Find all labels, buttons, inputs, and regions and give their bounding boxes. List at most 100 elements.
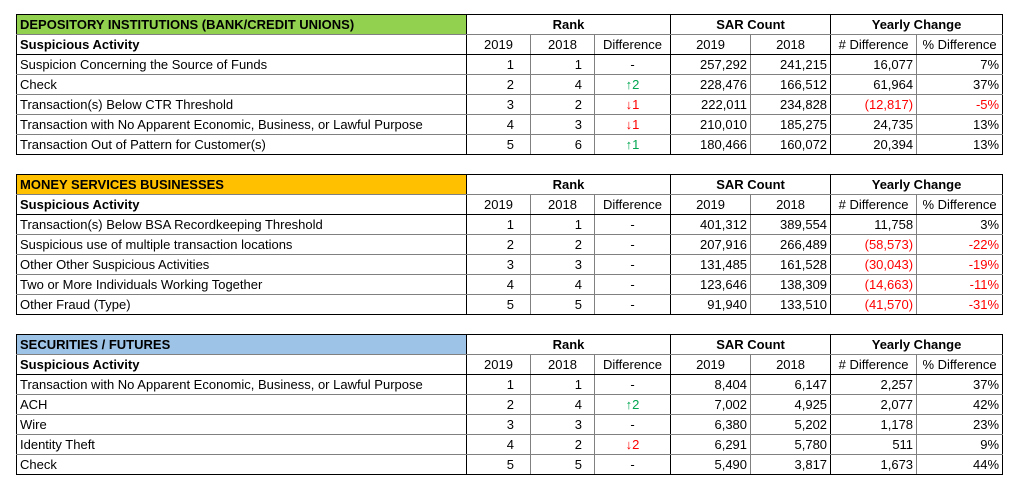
rank-2019-cell: 3 [466, 254, 531, 275]
sar-count-header: SAR Count [670, 14, 832, 35]
rank-2019-cell: 3 [466, 414, 531, 435]
arrow-down-icon: ↓ [625, 117, 633, 132]
pct-difference-header: % Difference [916, 194, 1004, 215]
pct-difference-header: % Difference [916, 354, 1004, 375]
rank-2019-cell: 5 [466, 294, 531, 315]
rank-difference-value: - [630, 257, 635, 272]
rank-difference-value: - [630, 237, 635, 252]
table-row: ACH 2 4 ↑2 7,002 4,925 2,077 42% [16, 394, 1004, 415]
rank-2018-header: 2018 [530, 34, 595, 55]
rank-2019-cell: 2 [466, 234, 531, 255]
sar-table: MONEY SERVICES BUSINESSES Rank SAR Count… [16, 174, 1004, 315]
sar-2018-cell: 161,528 [750, 254, 832, 275]
pct-difference-cell: -19% [916, 254, 1004, 275]
activity-cell: Transaction(s) Below BSA Recordkeeping T… [16, 214, 467, 235]
pct-difference-cell: 9% [916, 434, 1004, 455]
rank-difference-value: 2 [632, 437, 640, 452]
rank-difference-header: Difference [593, 354, 672, 375]
sar-2018-cell: 185,275 [750, 114, 832, 135]
rank-2018-cell: 4 [530, 274, 595, 295]
rank-2018-cell: 3 [530, 254, 595, 275]
rank-2018-cell: 5 [530, 294, 595, 315]
yearly-change-header: Yearly Change [830, 14, 1004, 35]
rank-2018-cell: 3 [530, 414, 595, 435]
rank-difference-cell: ↑2 [593, 74, 672, 95]
sar-2018-cell: 6,147 [750, 374, 832, 395]
rank-2018-cell: 1 [530, 54, 595, 75]
rank-2018-cell: 5 [530, 454, 595, 475]
arrow-down-icon: ↓ [625, 437, 633, 452]
activity-cell: Transaction(s) Below CTR Threshold [16, 94, 467, 115]
pct-difference-cell: 42% [916, 394, 1004, 415]
table-row: Suspicious use of multiple transaction l… [16, 234, 1004, 255]
rank-2018-cell: 1 [530, 214, 595, 235]
num-difference-cell: (12,817) [830, 94, 918, 115]
sar-2019-header: 2019 [670, 34, 752, 55]
rank-2018-cell: 1 [530, 374, 595, 395]
table-row: Transaction with No Apparent Economic, B… [16, 374, 1004, 395]
num-difference-cell: (30,043) [830, 254, 918, 275]
rank-2019-cell: 1 [466, 374, 531, 395]
sar-2018-cell: 138,309 [750, 274, 832, 295]
table-row: Transaction(s) Below CTR Threshold 3 2 ↓… [16, 94, 1004, 115]
rank-difference-value: 1 [632, 97, 640, 112]
rank-2019-cell: 1 [466, 54, 531, 75]
activity-cell: Check [16, 74, 467, 95]
section-header-row: SECURITIES / FUTURES Rank SAR Count Year… [16, 334, 1004, 355]
num-difference-cell: (41,570) [830, 294, 918, 315]
sar-2019-cell: 228,476 [670, 74, 752, 95]
activity-cell: Suspicious use of multiple transaction l… [16, 234, 467, 255]
section-header-row: DEPOSITORY INSTITUTIONS (BANK/CREDIT UNI… [16, 14, 1004, 35]
sar-2019-cell: 401,312 [670, 214, 752, 235]
rank-2019-header: 2019 [466, 34, 531, 55]
rank-difference-cell: - [593, 214, 672, 235]
rank-difference-cell: - [593, 274, 672, 295]
rank-2019-cell: 5 [466, 134, 531, 155]
pct-difference-cell: 44% [916, 454, 1004, 475]
sar-2018-header: 2018 [750, 194, 832, 215]
table-row: Other Other Suspicious Activities 3 3 - … [16, 254, 1004, 275]
activity-cell: Transaction with No Apparent Economic, B… [16, 374, 467, 395]
section-title: DEPOSITORY INSTITUTIONS (BANK/CREDIT UNI… [16, 14, 467, 35]
rank-difference-cell: - [593, 454, 672, 475]
num-difference-cell: 20,394 [830, 134, 918, 155]
activity-cell: Transaction Out of Pattern for Customer(… [16, 134, 467, 155]
rank-difference-header: Difference [593, 194, 672, 215]
rank-difference-cell: ↓1 [593, 94, 672, 115]
sar-2018-cell: 160,072 [750, 134, 832, 155]
rank-difference-cell: - [593, 234, 672, 255]
rank-difference-value: - [630, 217, 635, 232]
rank-difference-value: - [630, 297, 635, 312]
table-row: Two or More Individuals Working Together… [16, 274, 1004, 295]
rank-2019-cell: 3 [466, 94, 531, 115]
sar-2018-cell: 3,817 [750, 454, 832, 475]
sar-2019-cell: 6,291 [670, 434, 752, 455]
table-row: Check 2 4 ↑2 228,476 166,512 61,964 37% [16, 74, 1004, 95]
num-difference-header: # Difference [830, 354, 918, 375]
sar-2018-cell: 133,510 [750, 294, 832, 315]
section-title: SECURITIES / FUTURES [16, 334, 467, 355]
rank-2018-cell: 2 [530, 94, 595, 115]
sar-2019-cell: 5,490 [670, 454, 752, 475]
rank-difference-cell: - [593, 254, 672, 275]
table-row: Identity Theft 4 2 ↓2 6,291 5,780 511 9% [16, 434, 1004, 455]
table-row: Check 5 5 - 5,490 3,817 1,673 44% [16, 454, 1004, 475]
rank-header: Rank [465, 14, 672, 35]
rank-header: Rank [465, 174, 672, 195]
activity-cell: Check [16, 454, 467, 475]
table-row: Transaction Out of Pattern for Customer(… [16, 134, 1004, 155]
activity-cell: Two or More Individuals Working Together [16, 274, 467, 295]
sar-2018-cell: 166,512 [750, 74, 832, 95]
rank-2019-cell: 4 [466, 434, 531, 455]
pct-difference-header: % Difference [916, 34, 1004, 55]
sar-2019-header: 2019 [670, 354, 752, 375]
num-difference-cell: 11,758 [830, 214, 918, 235]
pct-difference-cell: 3% [916, 214, 1004, 235]
activity-cell: Other Other Suspicious Activities [16, 254, 467, 275]
rank-2018-cell: 4 [530, 74, 595, 95]
rank-difference-cell: - [593, 54, 672, 75]
pct-difference-cell: 37% [916, 74, 1004, 95]
table-row: Transaction(s) Below BSA Recordkeeping T… [16, 214, 1004, 235]
sar-2018-cell: 4,925 [750, 394, 832, 415]
sar-2018-cell: 234,828 [750, 94, 832, 115]
